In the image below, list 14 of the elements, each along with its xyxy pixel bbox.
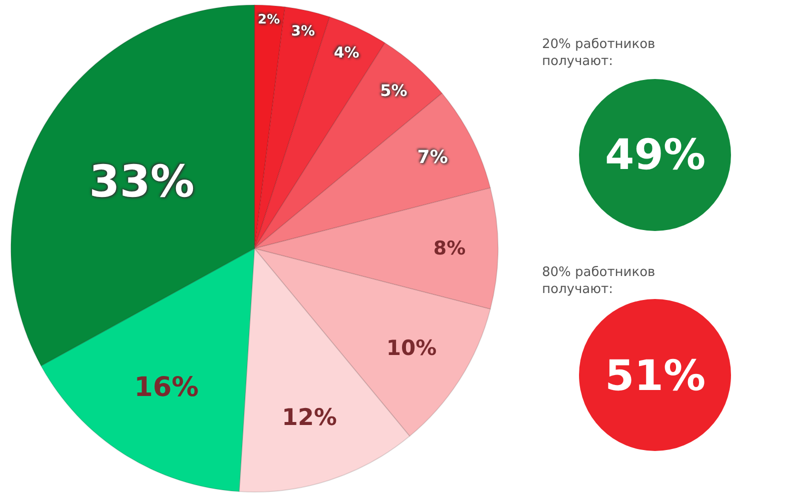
data-label: 7% [417, 147, 448, 168]
text: 80% работников получают: [542, 265, 656, 297]
text: 49% [605, 130, 706, 179]
data-label: 5% [380, 81, 408, 100]
data-label: 16% [134, 372, 199, 403]
data-label: 4% [334, 44, 360, 62]
text: 20% работников получают: [542, 37, 656, 69]
data-label: 8% [433, 238, 466, 260]
data-label: 10% [386, 336, 437, 360]
data-label: 12% [282, 404, 337, 431]
data-label: 33% [89, 156, 194, 208]
data-label: 3% [291, 23, 315, 40]
data-label: 2% [258, 12, 280, 28]
text: 51% [605, 351, 706, 400]
